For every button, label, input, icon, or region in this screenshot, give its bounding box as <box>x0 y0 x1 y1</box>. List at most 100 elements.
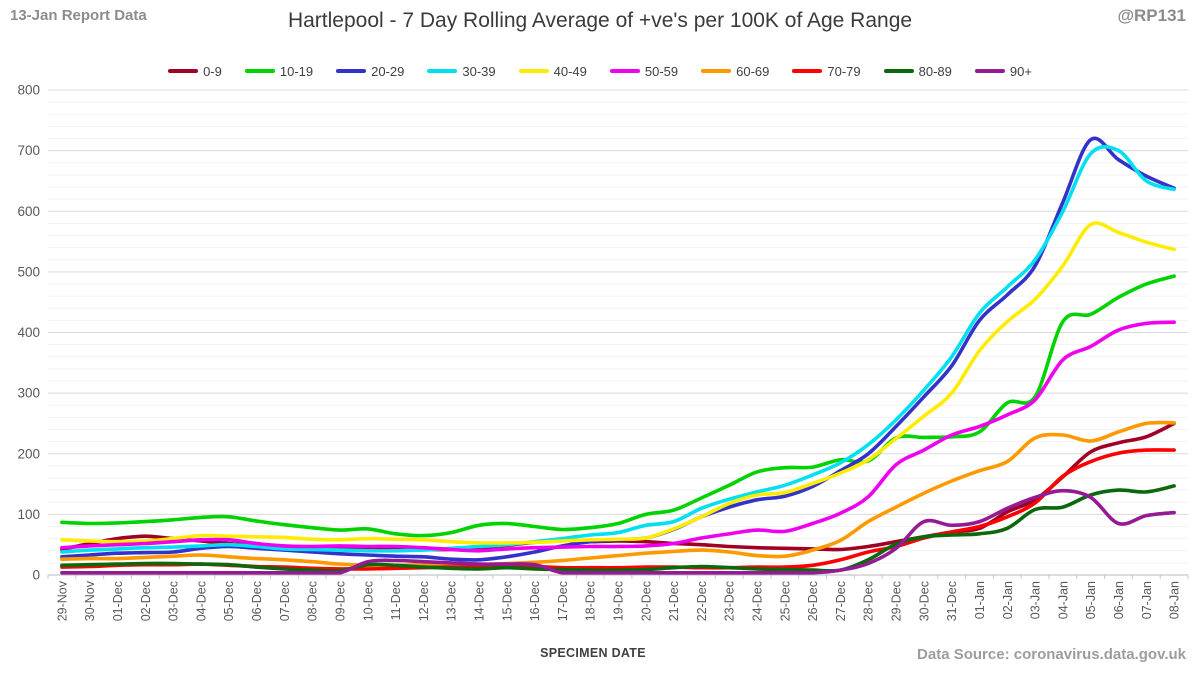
svg-text:28-Dec: 28-Dec <box>862 581 876 621</box>
gridlines-major <box>48 89 1188 515</box>
svg-text:06-Dec: 06-Dec <box>250 581 264 621</box>
legend-label-0-9: 0-9 <box>203 63 222 79</box>
x-axis <box>47 574 1189 579</box>
legend-swatch-0-9 <box>168 69 199 73</box>
legend-swatch-80-89 <box>883 69 914 73</box>
svg-text:100: 100 <box>17 507 40 522</box>
svg-text:400: 400 <box>17 325 40 340</box>
legend-item-60-69: 60-69 <box>701 64 769 79</box>
legend-item-40-49: 40-49 <box>518 63 587 79</box>
svg-text:24-Dec: 24-Dec <box>751 581 765 621</box>
data-source-label: Data Source: coronavirus.data.gov.uk <box>917 646 1186 663</box>
series-line-0-9 <box>60 421 1176 552</box>
svg-text:17-Dec: 17-Dec <box>556 581 570 621</box>
svg-text:18-Dec: 18-Dec <box>584 581 598 621</box>
svg-text:29-Nov: 29-Nov <box>55 580 69 621</box>
svg-text:04-Jan: 04-Jan <box>1056 581 1070 619</box>
svg-text:30-Dec: 30-Dec <box>917 581 931 621</box>
legend-label-70-79: 70-79 <box>827 63 861 79</box>
legend-swatch-70-79 <box>792 69 823 73</box>
svg-text:11-Dec: 11-Dec <box>389 581 403 620</box>
legend-item-70-79: 70-79 <box>792 63 861 79</box>
legend-label-30-39: 30-39 <box>462 63 496 79</box>
svg-text:0: 0 <box>32 568 40 583</box>
svg-text:09-Dec: 09-Dec <box>333 581 347 621</box>
series-line-80-89 <box>60 484 1176 573</box>
legend-label-40-49: 40-49 <box>553 63 587 79</box>
svg-text:01-Dec: 01-Dec <box>111 581 125 621</box>
svg-text:13-Dec: 13-Dec <box>445 581 459 621</box>
gridlines-minor <box>48 101 1188 564</box>
series-lines <box>60 136 1176 575</box>
legend-label-60-69: 60-69 <box>736 63 770 79</box>
svg-text:30-Nov: 30-Nov <box>83 580 97 621</box>
series-line-60-69 <box>60 420 1176 568</box>
series-line-90+ <box>60 488 1176 575</box>
legend-swatch-60-69 <box>701 69 732 73</box>
svg-text:08-Jan: 08-Jan <box>1168 581 1182 619</box>
legend-label-50-59: 50-59 <box>644 63 679 79</box>
series-line-30-39 <box>60 144 1176 554</box>
svg-text:07-Jan: 07-Jan <box>1140 581 1154 619</box>
svg-text:31-Dec: 31-Dec <box>945 581 959 621</box>
svg-text:02-Dec: 02-Dec <box>139 581 153 621</box>
svg-text:04-Dec: 04-Dec <box>194 581 208 621</box>
chart-legend: 0-9 10-19 20-29 30-39 40-49 50-59 60-69 70-79 80… <box>0 62 1200 80</box>
x-axis-title: SPECIMEN DATE <box>540 646 646 660</box>
svg-text:700: 700 <box>17 143 40 158</box>
legend-swatch-40-49 <box>518 69 549 73</box>
legend-item-0-9: 0-9 <box>168 64 222 79</box>
series-line-20-29 <box>60 136 1176 562</box>
svg-text:500: 500 <box>17 264 40 279</box>
legend-item-10-19: 10-19 <box>244 63 314 79</box>
legend-swatch-90+ <box>974 69 1005 73</box>
series-line-40-49 <box>60 221 1176 545</box>
svg-text:06-Jan: 06-Jan <box>1112 581 1126 619</box>
svg-text:29-Dec: 29-Dec <box>890 581 904 621</box>
legend-item-20-29: 20-29 <box>336 64 404 79</box>
svg-text:05-Dec: 05-Dec <box>222 581 236 621</box>
svg-text:27-Dec: 27-Dec <box>834 581 848 621</box>
svg-text:800: 800 <box>17 83 40 98</box>
svg-text:03-Jan: 03-Jan <box>1029 581 1043 619</box>
legend-swatch-50-59 <box>609 69 640 73</box>
svg-text:22-Dec: 22-Dec <box>695 581 709 621</box>
legend-swatch-10-19 <box>244 69 275 73</box>
svg-text:23-Dec: 23-Dec <box>723 581 737 621</box>
svg-text:200: 200 <box>17 446 40 461</box>
svg-text:01-Jan: 01-Jan <box>973 581 987 619</box>
svg-text:19-Dec: 19-Dec <box>612 581 626 621</box>
svg-text:08-Dec: 08-Dec <box>306 581 320 621</box>
svg-text:20-Dec: 20-Dec <box>639 581 653 621</box>
series-line-50-59 <box>60 320 1176 553</box>
svg-text:07-Dec: 07-Dec <box>278 581 292 621</box>
svg-text:05-Jan: 05-Jan <box>1084 581 1098 619</box>
legend-swatch-20-29 <box>336 69 367 73</box>
svg-text:300: 300 <box>17 386 40 401</box>
svg-text:600: 600 <box>17 204 40 219</box>
svg-text:12-Dec: 12-Dec <box>417 581 431 621</box>
legend-label-90+: 90+ <box>1009 63 1032 79</box>
svg-text:25-Dec: 25-Dec <box>778 581 792 621</box>
svg-text:03-Dec: 03-Dec <box>167 581 181 621</box>
svg-text:14-Dec: 14-Dec <box>472 581 486 621</box>
report-date-label: 13-Jan Report Data <box>10 7 147 24</box>
legend-label-10-19: 10-19 <box>279 63 314 79</box>
svg-text:21-Dec: 21-Dec <box>667 581 681 621</box>
y-axis-labels: 0 100 200 300 400 500 600 700 800 <box>17 83 40 583</box>
legend-swatch-30-39 <box>427 69 458 73</box>
svg-text:16-Dec: 16-Dec <box>528 581 542 621</box>
legend-item-30-39: 30-39 <box>427 63 496 79</box>
legend-item-80-89: 80-89 <box>883 63 952 79</box>
series-line-10-19 <box>60 274 1176 538</box>
svg-text:10-Dec: 10-Dec <box>361 581 375 621</box>
legend-label-20-29: 20-29 <box>371 63 405 79</box>
chart-title: Hartlepool - 7 Day Rolling Average of +v… <box>287 9 913 32</box>
legend-label-80-89: 80-89 <box>918 63 952 79</box>
legend-item-90+: 90+ <box>974 63 1032 79</box>
author-handle: @RP131 <box>1117 6 1186 25</box>
svg-text:02-Jan: 02-Jan <box>1001 581 1015 619</box>
svg-text:26-Dec: 26-Dec <box>806 581 820 621</box>
